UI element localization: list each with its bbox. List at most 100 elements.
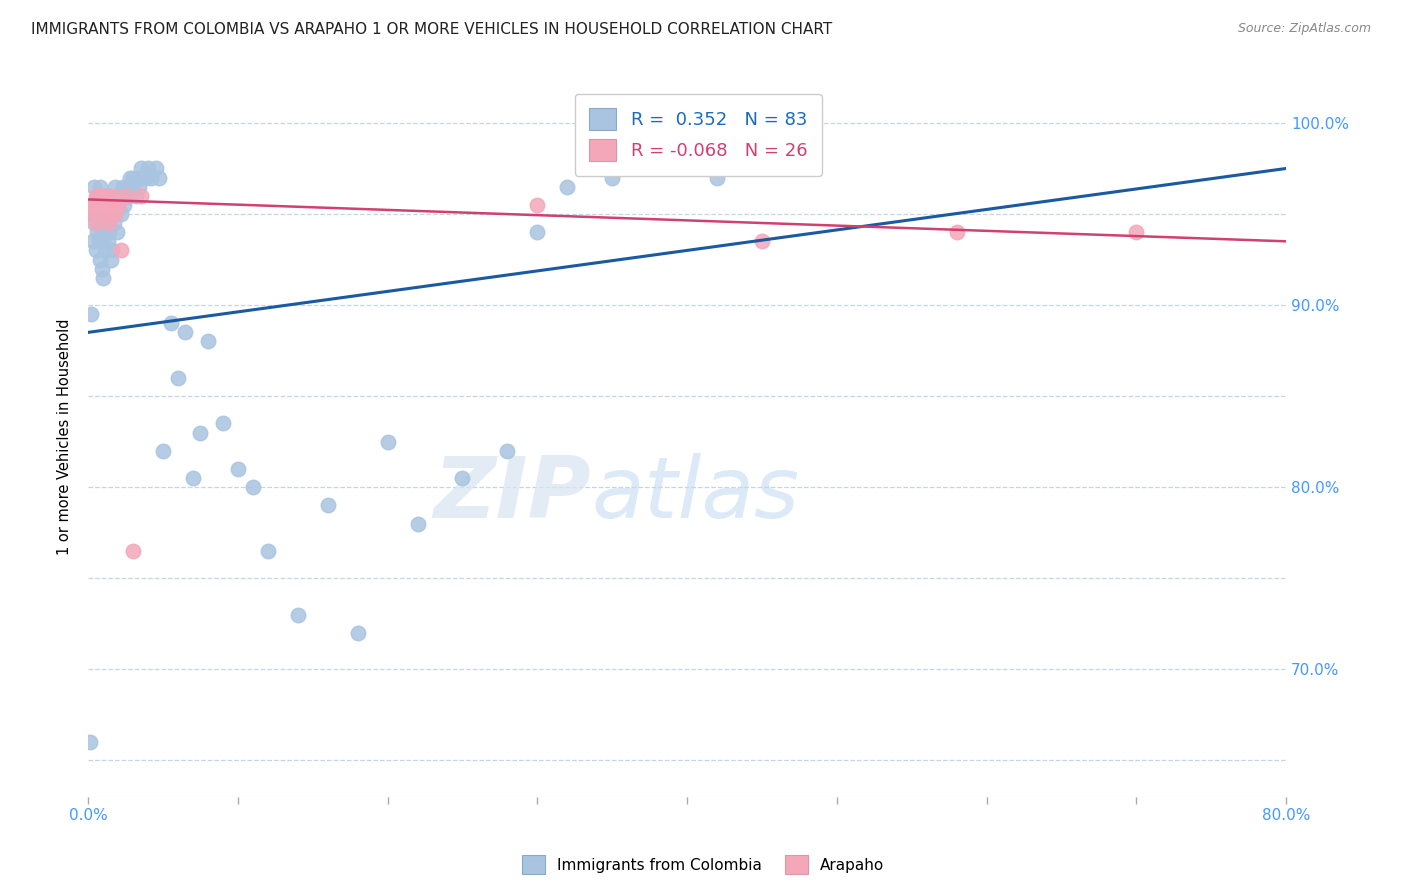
Point (111, 179, 134, 194)
Point (316, 499, 339, 513)
Point (128, 179, 150, 194)
Text: ZIP: ZIP (433, 453, 592, 536)
Point (90, 189, 112, 203)
Point (751, 235, 773, 249)
Point (86, 225, 108, 239)
Point (496, 443, 519, 458)
Point (406, 516, 429, 531)
Legend: R =  0.352   N = 83, R = -0.068   N = 26: R = 0.352 N = 83, R = -0.068 N = 26 (575, 94, 821, 176)
Point (526, 225, 548, 239)
Point (110, 207, 132, 221)
Point (83, 179, 105, 194)
Point (287, 607, 309, 622)
Point (139, 170, 162, 185)
Point (226, 462, 249, 476)
Point (131, 170, 153, 185)
Point (100, 207, 122, 221)
Point (107, 198, 129, 212)
Point (84, 244, 107, 258)
Point (100, 198, 122, 212)
Point (101, 244, 124, 258)
Point (105, 225, 128, 239)
Point (110, 244, 132, 258)
Point (84, 207, 107, 221)
Point (94, 216, 117, 230)
Point (82, 198, 104, 212)
Point (107, 198, 129, 212)
Point (97, 235, 120, 249)
Point (114, 189, 136, 203)
Point (79, 735, 101, 749)
Point (97, 198, 120, 212)
Point (129, 189, 152, 203)
Point (256, 544, 278, 558)
Point (91, 198, 114, 212)
Point (121, 179, 143, 194)
Point (93, 189, 115, 203)
Point (242, 480, 264, 494)
Point (645, 161, 668, 176)
Point (90, 225, 112, 239)
Point (90, 261, 112, 276)
Point (83, 207, 105, 221)
Point (148, 170, 170, 185)
Point (82, 235, 104, 249)
Point (108, 189, 131, 203)
Point (94, 189, 117, 203)
Point (98, 189, 121, 203)
Point (89, 252, 111, 267)
Point (87, 189, 110, 203)
Point (93, 207, 115, 221)
Point (86, 189, 108, 203)
Point (104, 207, 127, 221)
Point (120, 170, 142, 185)
Point (103, 189, 125, 203)
Text: IMMIGRANTS FROM COLOMBIA VS ARAPAHO 1 OR MORE VEHICLES IN HOUSEHOLD CORRELATION : IMMIGRANTS FROM COLOMBIA VS ARAPAHO 1 OR… (31, 22, 832, 37)
Point (122, 544, 145, 558)
Point (1125, 225, 1147, 239)
Point (91, 198, 114, 212)
Point (98, 216, 121, 230)
Point (181, 471, 204, 485)
Point (117, 189, 139, 203)
Point (101, 198, 124, 212)
Point (87, 198, 110, 212)
Point (451, 471, 474, 485)
Point (82, 198, 104, 212)
Point (526, 198, 548, 212)
Point (104, 179, 127, 194)
Y-axis label: 1 or more Vehicles in Household: 1 or more Vehicles in Household (58, 318, 72, 556)
Point (112, 198, 135, 212)
Point (97, 207, 120, 221)
Point (555, 179, 578, 194)
Point (80, 307, 103, 321)
Point (86, 198, 108, 212)
Point (377, 434, 399, 449)
Point (174, 326, 197, 340)
Point (89, 198, 111, 212)
Point (751, 161, 773, 176)
Point (79, 207, 101, 221)
Point (145, 161, 167, 176)
Point (136, 161, 159, 176)
Point (129, 161, 152, 176)
Text: atlas: atlas (592, 453, 799, 536)
Point (167, 371, 190, 385)
Point (159, 316, 181, 330)
Point (104, 207, 127, 221)
Point (134, 170, 156, 185)
Point (676, 161, 699, 176)
Point (122, 170, 145, 185)
Point (84, 189, 107, 203)
Point (94, 198, 117, 212)
Point (89, 216, 111, 230)
Point (101, 198, 124, 212)
Point (114, 189, 136, 203)
Point (127, 170, 149, 185)
Point (87, 235, 110, 249)
Point (346, 625, 368, 640)
Point (91, 270, 114, 285)
Legend: Immigrants from Colombia, Arapaho: Immigrants from Colombia, Arapaho (516, 849, 890, 880)
Point (212, 417, 235, 431)
Point (89, 179, 111, 194)
